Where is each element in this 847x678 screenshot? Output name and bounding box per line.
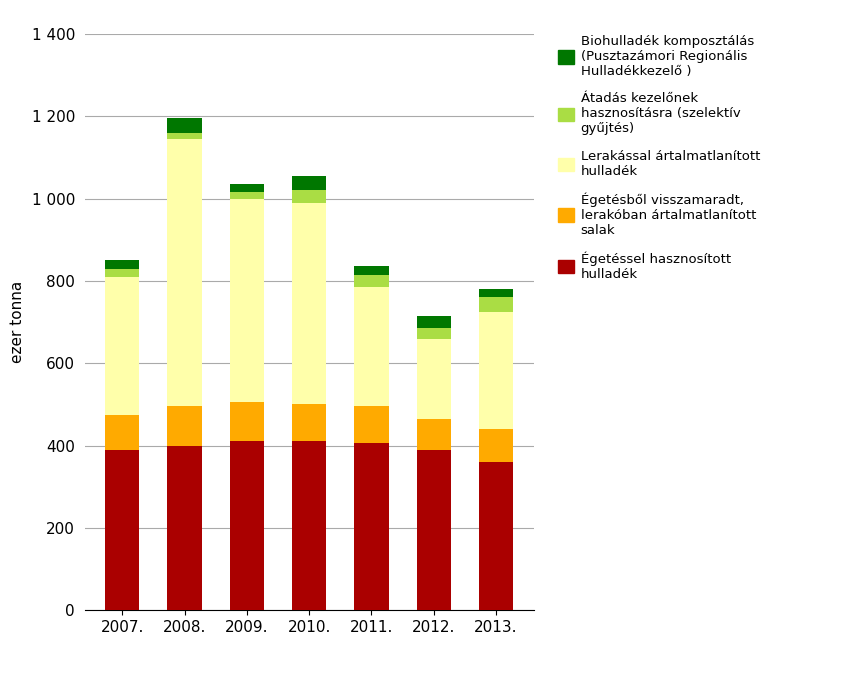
Bar: [230, 184, 264, 193]
Bar: [479, 429, 513, 462]
Bar: [292, 404, 326, 441]
Bar: [292, 203, 326, 404]
Bar: [354, 266, 389, 275]
Bar: [354, 275, 389, 287]
Bar: [230, 441, 264, 610]
Bar: [417, 338, 451, 419]
Bar: [230, 193, 264, 199]
Bar: [417, 328, 451, 338]
Bar: [417, 419, 451, 450]
Bar: [292, 176, 326, 191]
Bar: [354, 406, 389, 443]
Bar: [168, 445, 202, 610]
Legend: Biohulladék komposztálás
(Pusztazámori Regionális
Hulladékkezelő ), Átadás kezel: Biohulladék komposztálás (Pusztazámori R…: [558, 35, 760, 281]
Bar: [354, 443, 389, 610]
Bar: [479, 298, 513, 312]
Bar: [417, 316, 451, 328]
Bar: [230, 199, 264, 402]
Bar: [105, 268, 140, 277]
Bar: [479, 289, 513, 298]
Bar: [105, 415, 140, 450]
Bar: [417, 450, 451, 610]
Y-axis label: ezer tonna: ezer tonna: [9, 281, 25, 363]
Bar: [354, 287, 389, 406]
Bar: [105, 277, 140, 415]
Bar: [292, 441, 326, 610]
Bar: [168, 406, 202, 445]
Bar: [230, 402, 264, 441]
Bar: [479, 312, 513, 429]
Bar: [168, 139, 202, 406]
Bar: [168, 133, 202, 139]
Bar: [292, 191, 326, 203]
Bar: [168, 118, 202, 133]
Bar: [479, 462, 513, 610]
Bar: [105, 450, 140, 610]
Bar: [105, 260, 140, 268]
